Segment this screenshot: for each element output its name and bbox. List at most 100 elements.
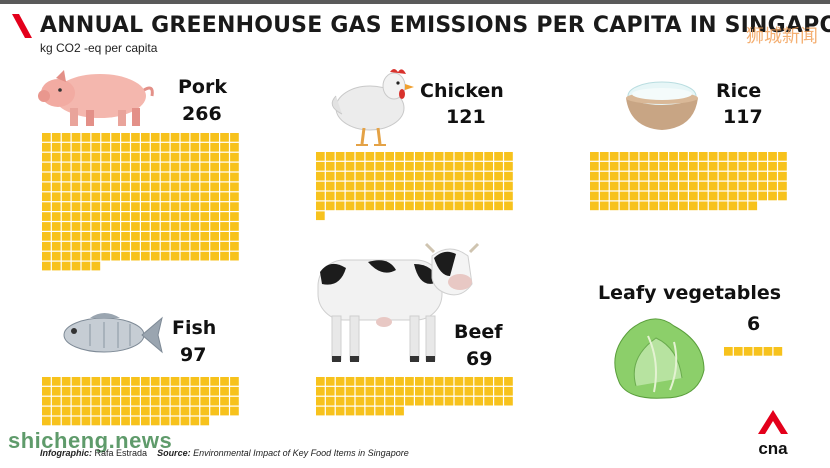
unit-square <box>170 172 180 182</box>
unit-square <box>121 232 130 241</box>
unit-square <box>629 161 639 171</box>
unit-square <box>619 191 629 201</box>
unit-square <box>61 396 71 406</box>
unit-square <box>434 396 444 406</box>
unit-square <box>81 192 91 202</box>
unit-square <box>71 222 81 231</box>
unit-square <box>325 152 335 161</box>
unit-square <box>619 171 629 181</box>
unit-square <box>355 171 365 181</box>
unit-square <box>375 181 385 191</box>
unit-square <box>474 201 484 211</box>
unit-square <box>325 386 335 396</box>
unit-square <box>180 162 190 172</box>
unit-square <box>200 182 210 192</box>
unit-square <box>210 192 219 202</box>
unit-square <box>718 201 728 211</box>
unit-square <box>170 212 180 221</box>
unit-square <box>639 152 649 161</box>
unit-square <box>150 222 160 231</box>
unit-square <box>355 161 365 171</box>
unit-square <box>220 222 229 231</box>
unit-square <box>639 161 649 171</box>
unit-square <box>150 377 160 386</box>
unit-square <box>180 377 190 386</box>
unit-square <box>51 241 61 251</box>
beef-value: 69 <box>466 348 493 370</box>
unit-square <box>101 162 111 172</box>
unit-square <box>738 201 748 211</box>
unit-square <box>395 161 404 171</box>
unit-square <box>718 171 728 181</box>
unit-square <box>200 416 210 426</box>
unit-square <box>170 386 180 396</box>
unit-square <box>590 201 599 211</box>
unit-square <box>405 152 414 161</box>
unit-square <box>679 181 688 191</box>
unit-square <box>121 202 130 211</box>
unit-square <box>180 406 190 416</box>
unit-square <box>210 241 219 251</box>
unit-square <box>748 171 758 181</box>
unit-square <box>220 182 229 192</box>
unit-square <box>190 406 200 416</box>
unit-square <box>708 181 718 191</box>
unit-square <box>51 251 61 261</box>
unit-square <box>698 201 708 211</box>
unit-square <box>141 162 150 172</box>
unit-square <box>51 182 61 192</box>
unit-square <box>81 162 91 172</box>
unit-square <box>504 377 513 386</box>
unit-square <box>484 191 493 201</box>
unit-square <box>190 232 200 241</box>
unit-square <box>220 241 229 251</box>
unit-square <box>101 386 111 396</box>
unit-square <box>150 152 160 162</box>
leafy-vegetables-label: Leafy vegetables <box>598 282 782 304</box>
unit-square <box>230 142 239 152</box>
unit-square <box>385 181 394 191</box>
unit-square <box>51 142 61 152</box>
unit-square <box>444 386 454 396</box>
unit-square <box>160 396 170 406</box>
unit-square <box>180 172 190 182</box>
unit-square <box>42 241 51 251</box>
unit-square <box>71 133 81 142</box>
unit-square <box>42 202 51 211</box>
unit-square <box>141 202 150 211</box>
unit-square <box>679 161 688 171</box>
unit-square <box>111 182 120 192</box>
unit-square <box>111 152 120 162</box>
unit-square <box>395 201 404 211</box>
source-text: Environmental Impact of Key Food Items i… <box>193 448 409 458</box>
credit-line: Infographic: Rafa Estrada Source: Enviro… <box>40 448 409 458</box>
unit-square <box>474 396 484 406</box>
unit-square <box>42 377 51 386</box>
unit-square <box>71 386 81 396</box>
unit-square <box>160 232 170 241</box>
unit-square <box>91 182 101 192</box>
unit-square <box>325 396 335 406</box>
unit-square <box>724 347 733 356</box>
unit-square <box>51 406 61 416</box>
unit-square <box>504 152 513 161</box>
unit-square <box>758 181 767 191</box>
unit-square <box>669 181 678 191</box>
unit-square <box>484 181 493 191</box>
unit-square <box>121 182 130 192</box>
unit-square <box>494 396 503 406</box>
unit-square <box>111 386 120 396</box>
unit-square <box>71 377 81 386</box>
unit-square <box>42 416 51 426</box>
unit-square <box>325 201 335 211</box>
unit-square <box>121 212 130 221</box>
unit-square <box>190 133 200 142</box>
unit-square <box>42 152 51 162</box>
unit-square <box>200 202 210 211</box>
unit-square <box>81 377 91 386</box>
unit-square <box>698 171 708 181</box>
unit-square <box>669 201 678 211</box>
unit-square <box>150 416 160 426</box>
unit-square <box>42 212 51 221</box>
unit-square <box>689 161 698 171</box>
